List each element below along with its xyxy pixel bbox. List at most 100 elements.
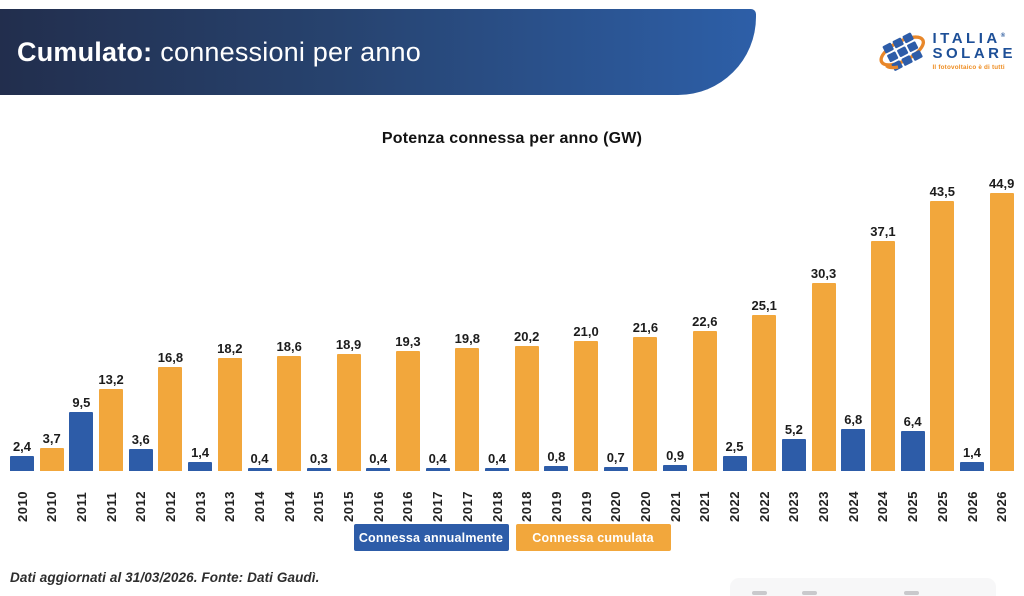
bar-value-label: 9,5	[72, 395, 91, 411]
annual-bar	[128, 448, 153, 471]
bar-value-label: 0,8	[547, 449, 566, 465]
bar-value-label: 19,8	[454, 331, 480, 347]
bar-value-label: 16,8	[157, 349, 184, 365]
annual-bar	[485, 468, 509, 471]
bar-group-cumulative-2013: 18,2 2013	[217, 341, 242, 522]
bar-group-annual-2023: 5,2 2023	[781, 422, 806, 522]
cumulative-bar	[692, 330, 717, 471]
x-axis-tick-label: 2023	[786, 491, 802, 522]
bar-value-label: 21,6	[632, 320, 659, 336]
bar-value-label: 6,4	[903, 414, 922, 430]
bar-group-annual-2016: 0,4 2016	[366, 451, 391, 522]
bar-group-annual-2022: 2,5 2022	[722, 438, 747, 522]
annual-bar	[900, 431, 925, 471]
bar-value-label: 44,9	[989, 175, 1015, 191]
x-axis-tick-label: 2022	[727, 491, 742, 522]
annual-bar	[425, 468, 450, 471]
annual-bar	[663, 465, 688, 471]
chart-legend: Connessa annualmente Connessa cumulata	[0, 524, 1024, 551]
x-axis-tick-label: 2013	[222, 491, 238, 522]
bar-value-label: 37,1	[870, 223, 896, 239]
x-axis-tick-label: 2016	[370, 491, 386, 522]
bar-value-label: 3,6	[131, 431, 150, 447]
bar-value-label: 0,4	[369, 451, 388, 466]
bar-group-cumulative-2025: 43,5 2025	[929, 184, 955, 522]
bar-value-label: 18,9	[335, 336, 362, 352]
x-axis-tick-label: 2014	[281, 491, 297, 522]
bar-value-label: 25,1	[751, 298, 777, 314]
bar-group-cumulative-2012: 16,8 2012	[157, 349, 184, 522]
bar-value-label: 6,8	[844, 411, 863, 427]
x-axis-tick-label: 2011	[103, 491, 119, 522]
logo-line1: ITALIA®	[932, 29, 1006, 47]
annual-bar	[960, 462, 984, 471]
x-axis-tick-label: 2018	[519, 491, 535, 522]
annual-bar	[603, 466, 628, 471]
annual-bar	[781, 438, 806, 471]
annual-bar	[306, 468, 331, 471]
header-title: connessioni per anno	[160, 36, 421, 67]
bar-value-label: 20,2	[514, 328, 540, 344]
bar-group-annual-2013: 1,4 2013	[188, 445, 213, 522]
x-axis-tick-label: 2019	[548, 491, 564, 522]
logo-line2: SOLARE	[932, 44, 1016, 62]
cumulative-bar	[870, 240, 895, 471]
cumulative-bar	[633, 337, 658, 471]
panel-mark-icon	[802, 591, 817, 595]
cumulative-bar	[574, 340, 599, 471]
bar-group-cumulative-2015: 18,9 2015	[335, 336, 362, 522]
annual-bar	[544, 466, 569, 471]
annual-bar	[10, 456, 34, 471]
bar-group-annual-2012: 3,6 2012	[128, 431, 153, 522]
x-axis-tick-label: 2010	[44, 491, 60, 522]
x-axis-tick-label: 2017	[459, 491, 475, 522]
cumulative-bar	[158, 366, 183, 471]
bar-group-annual-2018: 0,4 2018	[485, 451, 509, 522]
cumulative-bar	[455, 348, 480, 471]
bar-value-label: 13,2	[98, 372, 124, 388]
bar-group-cumulative-2019: 21,0 2019	[573, 323, 599, 522]
bar-group-annual-2021: 0,9 2021	[663, 448, 688, 522]
bar-value-label: 43,5	[929, 184, 955, 200]
italia-solare-logo: ITALIA® SOLARE Il fotovoltaico è di tutt…	[878, 22, 1016, 80]
bar-value-label: 2,4	[12, 439, 32, 455]
legend-item-annual: Connessa annualmente	[353, 524, 509, 551]
x-axis-tick-label: 2015	[341, 491, 357, 522]
cumulative-bar	[39, 448, 64, 471]
cumulative-bar	[336, 353, 361, 471]
bar-group-annual-2026: 1,4 2026	[960, 445, 984, 522]
bar-group-cumulative-2020: 21,6 2020	[632, 320, 659, 522]
x-axis-tick-label: 2013	[192, 491, 208, 522]
x-axis-tick-label: 2016	[400, 491, 416, 522]
x-axis-tick-label: 2025	[934, 491, 950, 522]
bar-value-label: 0,4	[487, 451, 507, 466]
annual-bar	[366, 468, 391, 471]
annual-bar	[247, 468, 272, 471]
annual-bar	[841, 428, 866, 471]
x-axis-tick-label: 2012	[162, 491, 178, 522]
cumulative-bar	[99, 389, 124, 471]
annual-bar	[188, 462, 213, 471]
bar-value-label: 0,3	[309, 451, 328, 466]
cumulative-bar	[811, 283, 836, 471]
cumulative-bar	[989, 192, 1014, 471]
bar-group-annual-2019: 0,8 2019	[544, 449, 569, 522]
x-axis-tick-label: 2012	[133, 491, 149, 522]
panel-mark-icon	[904, 591, 919, 595]
bar-value-label: 22,6	[692, 313, 718, 329]
bar-group-cumulative-2017: 19,8 2017	[454, 331, 480, 522]
bar-group-cumulative-2024: 37,1 2024	[870, 223, 896, 522]
bar-value-label: 2,5	[725, 438, 744, 454]
bar-value-label: 21,0	[573, 323, 599, 339]
cumulative-bar	[217, 358, 242, 471]
bar-group-annual-2010: 2,4 2010	[10, 439, 34, 522]
x-axis-tick-label: 2014	[252, 491, 267, 522]
cumulative-bar	[277, 355, 302, 471]
x-axis-tick-label: 2026	[964, 491, 980, 522]
x-axis-tick-label: 2021	[697, 491, 713, 522]
x-axis-tick-label: 2021	[667, 491, 683, 522]
panel-mark-icon	[752, 591, 767, 595]
bar-value-label: 3,7	[42, 431, 61, 447]
bottom-right-panel	[730, 578, 996, 596]
